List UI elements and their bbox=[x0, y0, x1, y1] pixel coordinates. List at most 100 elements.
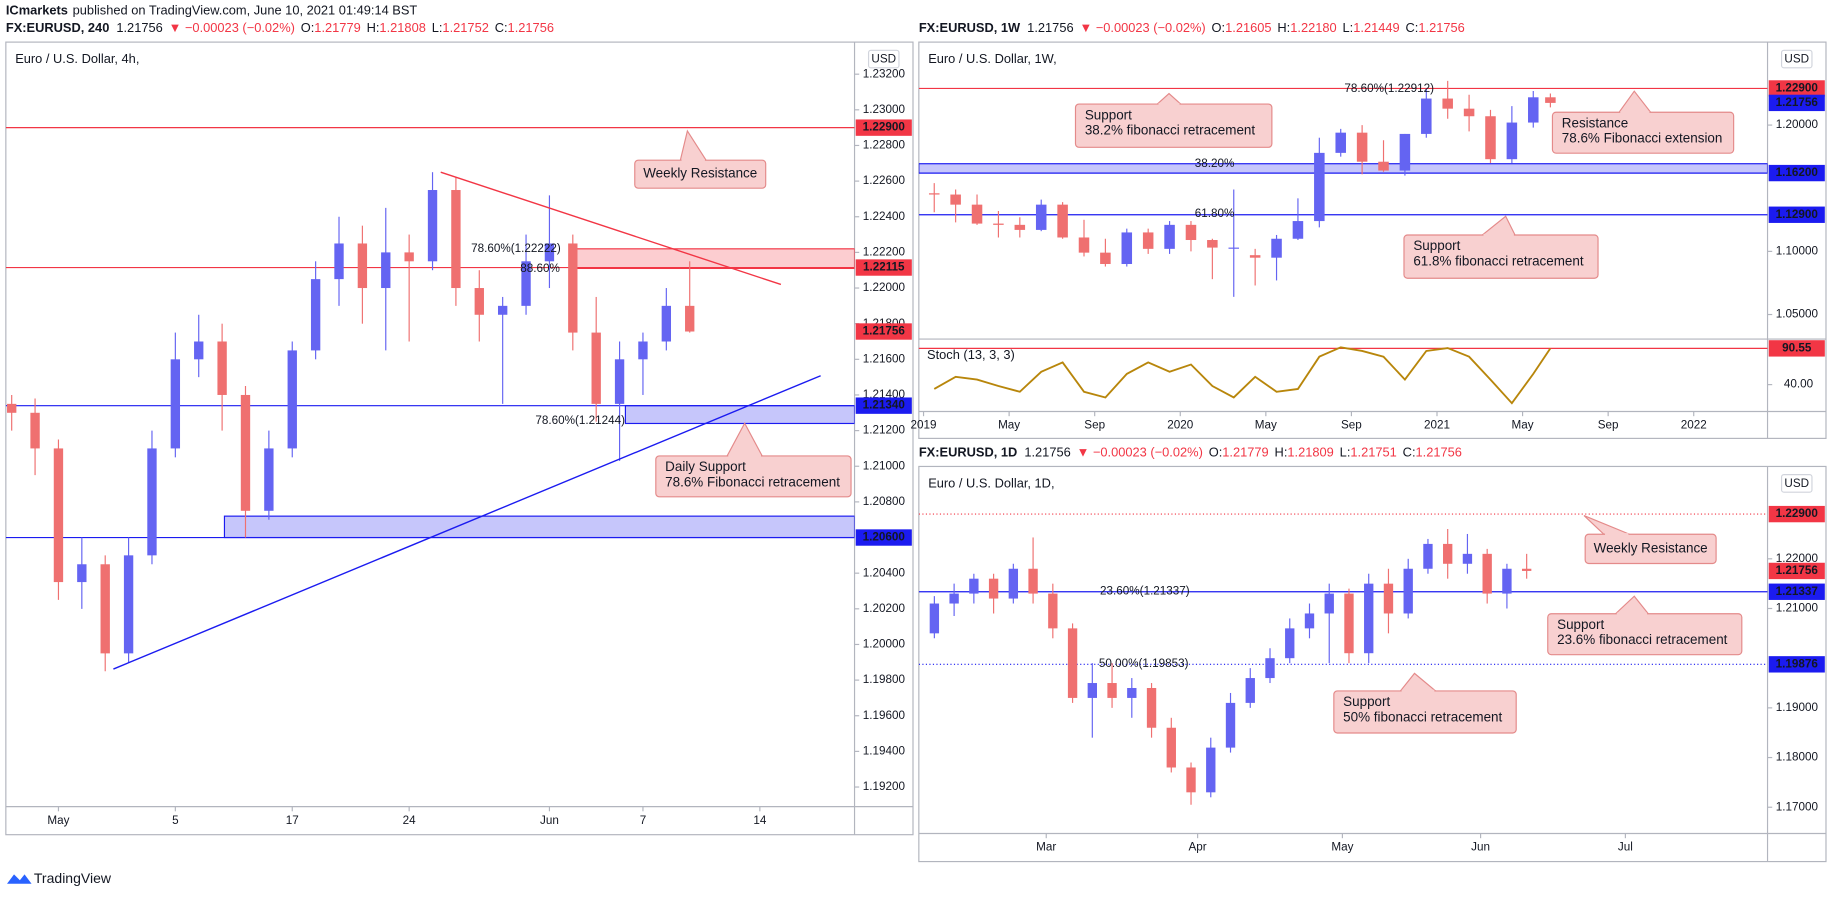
candle-body bbox=[1528, 97, 1539, 123]
candle-body bbox=[1285, 628, 1295, 659]
candle-body bbox=[1378, 161, 1389, 171]
candle-body bbox=[404, 252, 414, 262]
ohlc-key: L: bbox=[432, 21, 443, 36]
symbol: FX:EURUSD, 1W bbox=[919, 21, 1021, 36]
price-tag bbox=[855, 397, 912, 414]
trendline bbox=[440, 171, 782, 286]
y-tick-label: 1.21000 bbox=[1776, 602, 1819, 615]
y-tick-label: 1.10000 bbox=[1776, 244, 1819, 257]
candle-body bbox=[1442, 98, 1453, 109]
candle-body bbox=[1206, 747, 1216, 793]
chart-title: Euro / U.S. Dollar, 1D, bbox=[928, 475, 1054, 490]
symbol: FX:EURUSD, 1D bbox=[919, 445, 1017, 460]
panel-border bbox=[5, 41, 914, 836]
price-tag bbox=[1768, 562, 1825, 580]
ohlc-value: 1.21449 bbox=[1353, 21, 1399, 36]
candle-body bbox=[77, 564, 87, 583]
indicator-line bbox=[933, 346, 1552, 405]
currency: USD bbox=[1784, 53, 1809, 66]
candle-body bbox=[1100, 252, 1111, 265]
candle-body bbox=[1482, 553, 1492, 594]
candle-body bbox=[685, 305, 695, 332]
candle-body bbox=[1335, 132, 1346, 153]
y-tick-label: 40.00 bbox=[1784, 378, 1814, 391]
x-tick-label: 7 bbox=[640, 814, 647, 827]
candle-body bbox=[1292, 221, 1304, 239]
price-tag-label: 1.20600 bbox=[863, 531, 906, 544]
candle-body bbox=[614, 359, 625, 404]
x-tick-label: Sep bbox=[1341, 419, 1362, 432]
change: ▼ −0.00023 (−0.02%) bbox=[169, 21, 295, 36]
x-tick-label: 2022 bbox=[1681, 419, 1707, 432]
candle-body bbox=[1008, 568, 1019, 599]
candle-body bbox=[1344, 593, 1354, 654]
candle-body bbox=[1245, 678, 1255, 703]
panel-border bbox=[918, 41, 1827, 439]
ohlc-value: 1.21752 bbox=[442, 21, 488, 36]
y-tick-label: 1.23000 bbox=[863, 103, 906, 116]
candle-body bbox=[1146, 687, 1157, 728]
chart-title: Euro / U.S. Dollar, 4h, bbox=[15, 51, 139, 66]
price-tag bbox=[1768, 94, 1825, 112]
x-tick-label: Jun bbox=[540, 814, 559, 827]
fib-label: 78.60%(1.22912) bbox=[1344, 82, 1434, 95]
price: 1.21756 bbox=[116, 21, 162, 36]
candle-body bbox=[1228, 247, 1240, 249]
price-tag-label: 1.12900 bbox=[1776, 208, 1819, 221]
x-tick-label: May bbox=[1512, 419, 1534, 432]
fib-label: 88.60% bbox=[520, 262, 560, 275]
candle-body bbox=[7, 403, 17, 413]
candle-body bbox=[30, 412, 40, 449]
candle-body bbox=[1014, 224, 1026, 230]
ohlc-key: O: bbox=[301, 21, 315, 36]
candle-body bbox=[264, 448, 274, 511]
y-tick-label: 1.22400 bbox=[863, 210, 906, 223]
chart-panel: 78.60%(1.22912) 38.20% 61.80% FX:EURUSD, 1W… bbox=[911, 21, 1827, 439]
x-tick-label: Sep bbox=[1598, 419, 1619, 432]
candle-body bbox=[287, 350, 297, 449]
candle-body bbox=[1185, 224, 1197, 241]
callout-text: 50% fibonacci retracement bbox=[1343, 709, 1502, 724]
callout-text: Weekly Resistance bbox=[643, 166, 757, 181]
price-tag bbox=[1768, 340, 1825, 357]
price-tag-label: 1.22900 bbox=[1776, 82, 1819, 95]
x-tick-label: 2019 bbox=[911, 419, 937, 432]
candle-body bbox=[1463, 108, 1475, 117]
x-tick-label: 5 bbox=[172, 814, 179, 827]
chart-title: Euro / U.S. Dollar, 1W, bbox=[928, 51, 1056, 66]
footer: TradingView bbox=[7, 870, 112, 886]
price-tag-label: 1.22900 bbox=[1776, 507, 1819, 520]
y-tick-label: 1.20000 bbox=[1776, 118, 1819, 131]
candle-body bbox=[240, 394, 251, 511]
price-tag bbox=[1768, 80, 1825, 97]
ohlc-value: 1.21751 bbox=[1350, 445, 1396, 460]
price-tag bbox=[1768, 583, 1825, 600]
plot-area: 78.60%(1.22222) 88.60% 78.60%(1.21244) bbox=[5, 127, 855, 672]
price-tag bbox=[1768, 164, 1825, 182]
candle-body bbox=[427, 190, 438, 262]
candle-body bbox=[661, 305, 672, 342]
price-tag bbox=[855, 323, 912, 340]
callout-text: Support bbox=[1413, 238, 1460, 253]
footer-brand: TradingView bbox=[34, 870, 112, 886]
chart-panel: 78.60%(1.22222) 88.60% 78.60%(1.21244) FX:E… bbox=[5, 21, 914, 836]
fib-label: 78.60%(1.22222) bbox=[471, 242, 561, 255]
callout-text: Resistance bbox=[1562, 115, 1628, 130]
fib-label: 23.60%(1.21337) bbox=[1100, 585, 1190, 598]
x-tick-label: Jun bbox=[1471, 841, 1490, 854]
callout-text: 23.6% fibonacci retracement bbox=[1557, 632, 1728, 647]
y-tick-label: 1.21000 bbox=[863, 459, 906, 472]
y-tick-label: 1.22800 bbox=[863, 139, 906, 152]
candle-body bbox=[1107, 683, 1117, 698]
price-tag bbox=[855, 529, 912, 546]
symbol: FX:EURUSD, 240 bbox=[6, 21, 109, 36]
ohlc-key: H: bbox=[1275, 445, 1288, 460]
publish-line: ICmarkets published on TradingView.com, J… bbox=[6, 3, 418, 18]
ohlc-value: 1.21779 bbox=[314, 21, 360, 36]
price-tag bbox=[855, 119, 912, 136]
y-tick-label: 1.21600 bbox=[863, 352, 906, 365]
callout-text: 38.2% fibonacci retracement bbox=[1085, 122, 1256, 137]
x-tick-label: Mar bbox=[1036, 841, 1056, 854]
candle-body bbox=[1314, 152, 1325, 222]
plot-area: 78.60%(1.22912) 38.20% 61.80% bbox=[918, 80, 1768, 297]
